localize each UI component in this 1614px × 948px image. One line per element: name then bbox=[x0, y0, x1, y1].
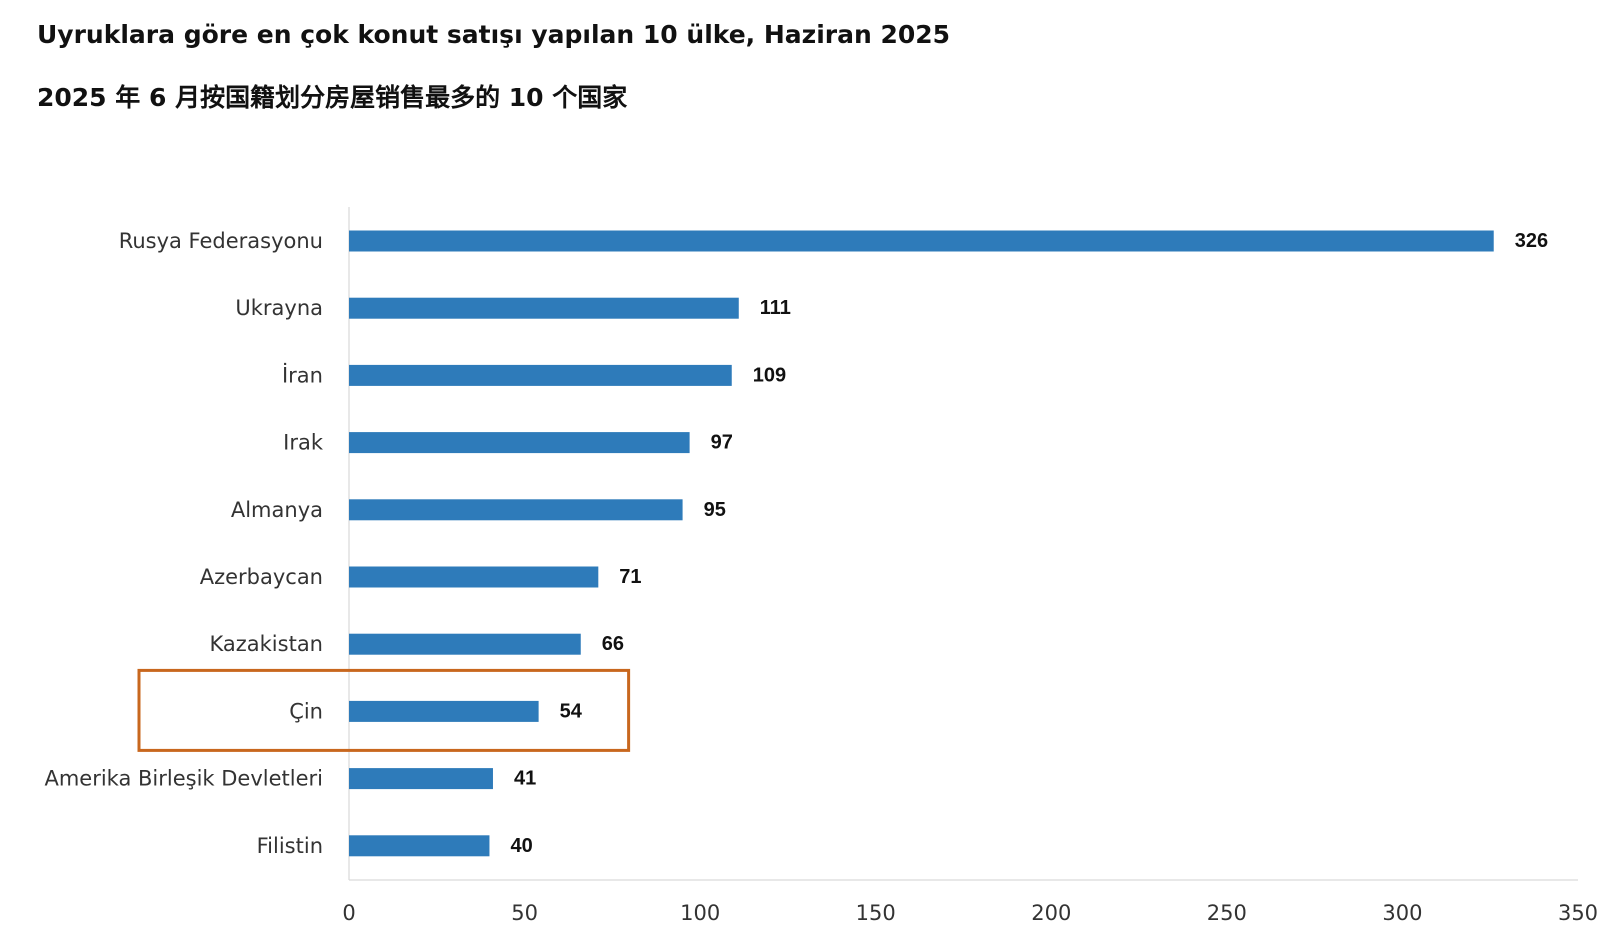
bar bbox=[349, 768, 493, 790]
data-label: 109 bbox=[753, 364, 786, 386]
data-label: 66 bbox=[602, 633, 624, 655]
highlight-box bbox=[137, 668, 631, 752]
bar bbox=[349, 835, 490, 857]
chart-subtitle: 2025 年 6 月按国籍划分房屋销售最多的 10 个国家 bbox=[37, 83, 628, 112]
data-label: 95 bbox=[704, 499, 726, 521]
x-tick-label: 300 bbox=[1382, 901, 1422, 925]
category-label: Filistin bbox=[257, 834, 323, 858]
bar bbox=[349, 566, 599, 588]
bar bbox=[349, 633, 581, 655]
x-tick-label: 250 bbox=[1207, 901, 1247, 925]
bar bbox=[349, 364, 732, 386]
chart-title: Uyruklara göre en çok konut satışı yapıl… bbox=[37, 20, 951, 49]
value-labels: 326 111 109 97 95 71 66 54 41 40 bbox=[510, 230, 1548, 857]
category-label: Amerika Birleşik Devletleri bbox=[44, 767, 323, 791]
data-label: 54 bbox=[560, 700, 583, 722]
x-tick-labels: 0 50 100 150 200 250 300 350 bbox=[342, 901, 1598, 925]
bar bbox=[349, 230, 1494, 252]
category-label: Kazakistan bbox=[209, 632, 323, 656]
category-label: Almanya bbox=[231, 498, 323, 522]
x-tick-label: 350 bbox=[1558, 901, 1598, 925]
bar bbox=[349, 700, 539, 722]
bar bbox=[349, 499, 683, 521]
bar bbox=[349, 297, 739, 319]
x-tick-label: 50 bbox=[511, 901, 538, 925]
data-label: 41 bbox=[514, 768, 536, 790]
category-label: İran bbox=[282, 362, 323, 387]
x-tick-label: 0 bbox=[342, 901, 355, 925]
bar-group bbox=[349, 230, 1494, 857]
chart-axes bbox=[348, 207, 1578, 881]
category-label: Irak bbox=[283, 431, 324, 455]
category-label: Rusya Federasyonu bbox=[119, 229, 323, 253]
highlight-group bbox=[137, 668, 631, 752]
x-tick-label: 200 bbox=[1031, 901, 1071, 925]
x-tick-label: 150 bbox=[856, 901, 896, 925]
bar bbox=[349, 432, 690, 454]
data-label: 40 bbox=[510, 835, 532, 857]
category-label: Ukrayna bbox=[235, 296, 323, 320]
category-label: Çin bbox=[289, 699, 323, 723]
category-label: Azerbaycan bbox=[200, 565, 323, 589]
category-labels: Rusya Federasyonu Ukrayna İran Irak Almanya A… bbox=[44, 229, 323, 858]
data-label: 97 bbox=[711, 432, 733, 454]
x-tick-label: 100 bbox=[680, 901, 720, 925]
data-label: 326 bbox=[1515, 230, 1548, 252]
data-label: 111 bbox=[760, 297, 791, 319]
data-label: 71 bbox=[619, 566, 641, 588]
